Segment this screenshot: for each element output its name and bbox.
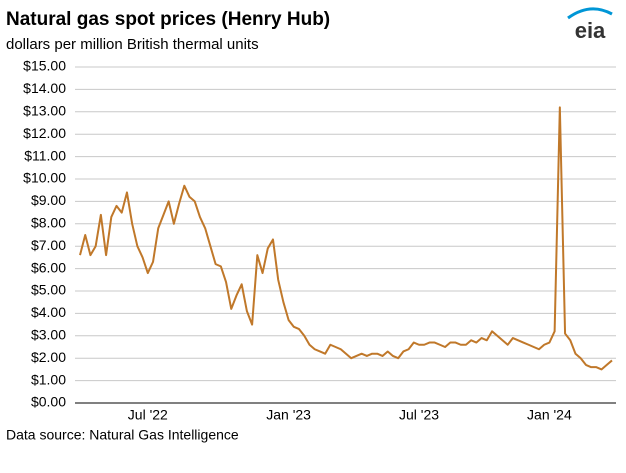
x-tick-label: Jan '23 [266, 407, 311, 423]
y-tick-label: $11.00 [24, 147, 66, 163]
y-tick-label: $8.00 [31, 215, 66, 231]
y-tick-label: $3.00 [31, 327, 66, 343]
y-tick-label: $7.00 [31, 237, 66, 253]
chart-subtitle: dollars per million British thermal unit… [6, 36, 259, 53]
logo-arc [567, 7, 613, 20]
y-tick-label: $0.00 [31, 394, 66, 410]
y-tick-label: $14.00 [23, 80, 66, 96]
y-tick-label: $5.00 [31, 282, 66, 298]
x-tick-label: Jul '22 [128, 407, 168, 423]
price-line [79, 106, 613, 371]
y-tick-label: $13.00 [23, 103, 66, 119]
y-tick-label: $4.00 [31, 304, 66, 320]
x-tick-label: Jul '23 [399, 407, 439, 423]
y-tick-label: $12.00 [23, 125, 66, 141]
source-note: Data source: Natural Gas Intelligence [6, 427, 239, 443]
logo-text: eia [575, 18, 606, 43]
logo: eia [567, 7, 613, 43]
y-tick-label: $10.00 [23, 170, 66, 186]
y-tick-label: $1.00 [31, 371, 66, 387]
chart-title: Natural gas spot prices (Henry Hub) [6, 9, 330, 30]
y-tick-label: $2.00 [31, 349, 66, 365]
y-tick-label: $6.00 [31, 259, 66, 275]
y-tick-label: $15.00 [23, 58, 66, 74]
y-tick-label: $9.00 [31, 192, 66, 208]
x-tick-label: Jan '24 [527, 407, 572, 423]
